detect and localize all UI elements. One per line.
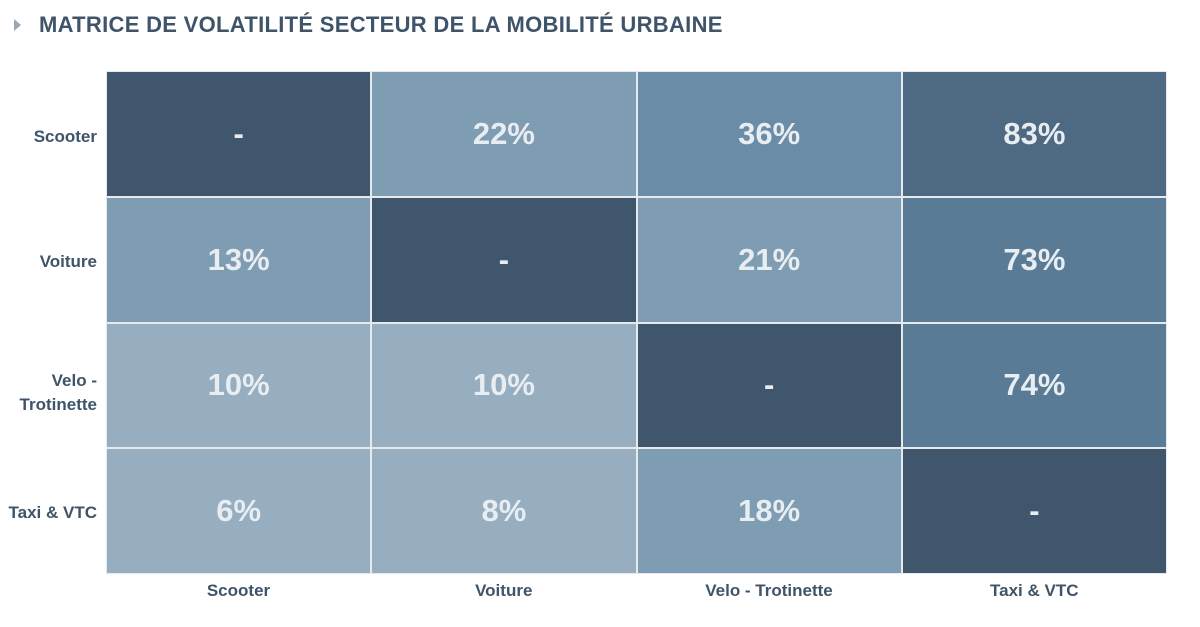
heatmap-cell: - — [637, 323, 901, 448]
heatmap-cell: 10% — [107, 323, 371, 448]
row-label: Voiture — [0, 250, 97, 274]
column-label: Taxi & VTC — [990, 581, 1079, 600]
row-label-line: Scooter — [33, 126, 97, 146]
heatmap-cell: 73% — [902, 197, 1166, 322]
column-label: Scooter — [206, 581, 271, 600]
row-label: Velo - Trotinette — [0, 369, 97, 417]
chart-title: MATRICE DE VOLATILITÉ SECTEUR DE LA MOBI… — [39, 12, 723, 37]
row-label: Taxi & VTC — [0, 501, 97, 525]
column-label: Velo - Trotinette — [705, 581, 833, 600]
row-label-line: Trotinette — [19, 394, 97, 414]
heatmap-cell: 13% — [107, 197, 371, 322]
heatmap-cell: 36% — [637, 72, 901, 196]
heatmap-cell: 6% — [107, 449, 371, 573]
expand-caret-icon[interactable] — [14, 19, 21, 31]
heatmap-cell: - — [107, 72, 371, 196]
column-label: Voiture — [475, 581, 533, 600]
heatmap-cell: - — [372, 197, 636, 322]
heatmap-cell: 22% — [372, 72, 636, 196]
row-label-line: Voiture — [39, 252, 97, 272]
heatmap-cell: 21% — [637, 197, 901, 322]
heatmap-cell: - — [902, 449, 1166, 573]
heatmap-cell: 74% — [902, 323, 1166, 448]
heatmap-cell: 8% — [372, 449, 636, 573]
row-label-line: Taxi & VTC — [8, 503, 97, 523]
heatmap-grid: -22% 36% 83% 13% -21% 73% 10% 10% -74% 6% 8% 18% - — [106, 71, 1167, 574]
row-label: Scooter — [0, 125, 97, 149]
title-row: MATRICE DE VOLATILITÉ SECTEUR DE LA MOBI… — [14, 10, 723, 40]
heatmap-cell: 18% — [637, 449, 901, 573]
row-label-line: Velo - — [51, 370, 97, 390]
heatmap-cell: 83% — [902, 72, 1166, 196]
heatmap-cell: 10% — [372, 323, 636, 448]
